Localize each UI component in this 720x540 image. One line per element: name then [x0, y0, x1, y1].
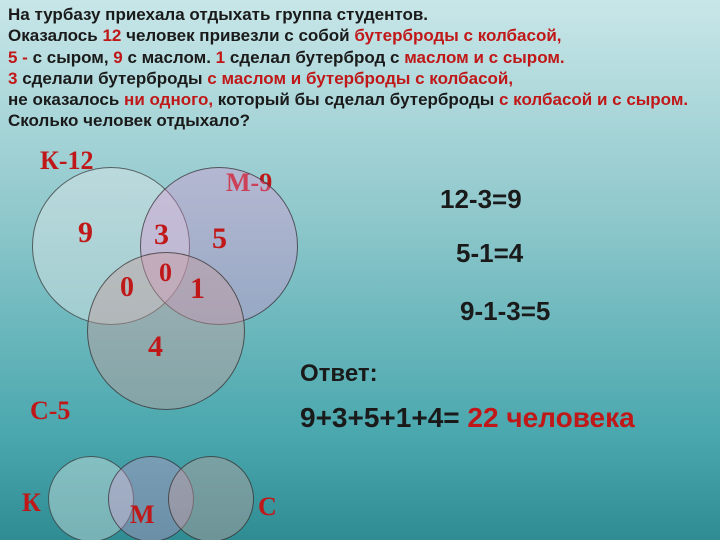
p-l3a: 5 -: [8, 48, 33, 67]
p-l3d: с маслом.: [127, 48, 215, 67]
venn-center: 0: [159, 258, 172, 288]
calc-c: 9-1-3=5: [460, 296, 550, 327]
p-l3g: маслом и с сыром.: [404, 48, 564, 67]
p-l4b: сделали бутерброды: [22, 69, 207, 88]
venn-KM: 3: [154, 218, 169, 252]
slide-stage: На турбазу приехала отдыхать группа студ…: [0, 0, 720, 540]
p-l2a: Оказалось: [8, 26, 102, 45]
venn-K-only: 9: [78, 216, 93, 250]
p-l2c: человек привезли с собой: [121, 26, 354, 45]
p-l2d: бутерброды с колбасой,: [354, 26, 561, 45]
small-venn-S: [168, 456, 254, 540]
p-line1: На турбазу приехала отдыхать группа студ…: [8, 5, 428, 24]
calc-b: 5-1=4: [456, 238, 523, 269]
p-l5d: с колбасой и с сыром.: [499, 90, 688, 109]
venn-MS: 1: [190, 272, 205, 306]
venn-KS: 0: [120, 272, 134, 304]
small-K-label: К: [22, 488, 41, 518]
answer-unit: человека: [499, 402, 635, 433]
answer-val: 22: [467, 402, 498, 433]
p-l2b: 12: [102, 26, 121, 45]
answer-label: Ответ:: [300, 360, 378, 388]
p-l3e: 1: [216, 48, 230, 67]
p-l6: Сколько человек отдыхало?: [8, 111, 250, 130]
p-l5a: не оказалось: [8, 90, 124, 109]
p-l3b: с сыром,: [33, 48, 114, 67]
venn-S-only: 4: [148, 330, 163, 364]
calc-a: 12-3=9: [440, 184, 522, 215]
p-l5b: ни одного,: [124, 90, 213, 109]
small-M-label: М: [130, 500, 155, 530]
p-l3c: 9: [113, 48, 127, 67]
problem-text: На турбазу приехала отдыхать группа студ…: [8, 4, 712, 132]
answer-expr: 9+3+5+1+4=: [300, 402, 467, 433]
p-l4a: 3: [8, 69, 22, 88]
p-l5c: который бы сделал бутерброды: [213, 90, 499, 109]
p-l3f: сделал бутерброд с: [230, 48, 404, 67]
set-S-label: С-5: [30, 396, 70, 426]
venn-M-only: 5: [212, 222, 227, 256]
answer-line: 9+3+5+1+4= 22 человека: [300, 402, 635, 434]
small-S-label: С: [258, 492, 277, 522]
p-l4c: с маслом и бутерброды с колбасой,: [207, 69, 513, 88]
